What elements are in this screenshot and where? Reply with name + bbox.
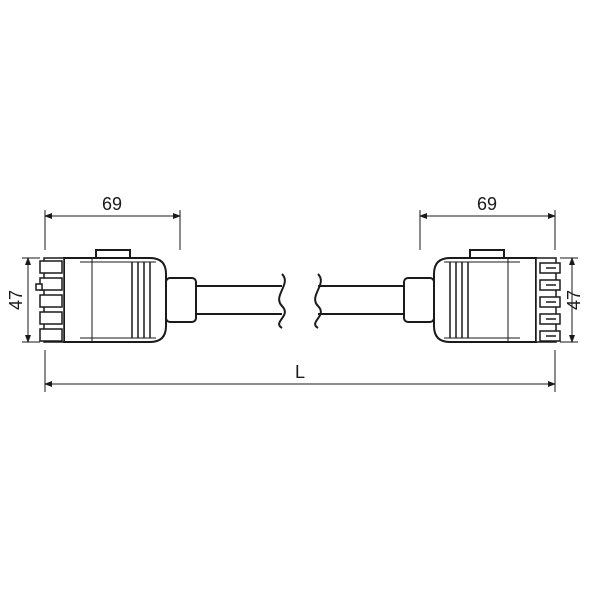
technical-drawing: 69 69 L 47 47 — [0, 0, 600, 600]
dim-label-top-right: 69 — [477, 194, 497, 214]
dim-label-height-left: 47 — [6, 290, 26, 310]
dim-top-left — [45, 210, 180, 250]
dim-label-top-left: 69 — [102, 194, 122, 214]
dim-label-bottom: L — [295, 362, 305, 382]
dim-top-right — [420, 210, 555, 250]
dim-label-height-right: 47 — [564, 290, 584, 310]
right-connector — [404, 250, 560, 342]
left-connector — [36, 250, 196, 342]
cable — [196, 274, 404, 328]
